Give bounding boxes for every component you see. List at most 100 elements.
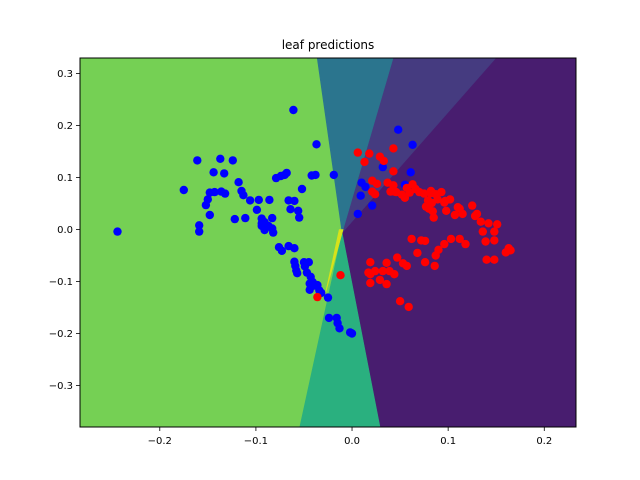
region-yellow xyxy=(325,229,344,295)
data-point xyxy=(461,239,470,249)
y-axis: −0.3 −0.2 −0.1 0.0 0.1 0.2 0.3 xyxy=(49,69,80,392)
data-point xyxy=(393,253,402,262)
x-axis: −0.2 −0.1 0.0 0.1 0.2 xyxy=(148,427,552,447)
x-tick-label: 0.2 xyxy=(536,436,552,447)
data-point xyxy=(193,156,202,165)
data-point xyxy=(458,209,467,219)
data-point xyxy=(385,266,394,276)
data-point xyxy=(297,184,307,194)
data-point xyxy=(335,324,344,333)
data-point xyxy=(476,217,485,226)
data-point xyxy=(431,251,440,260)
data-point xyxy=(366,270,375,279)
data-point xyxy=(442,206,451,215)
data-point xyxy=(365,149,374,158)
series-0 xyxy=(113,105,417,338)
data-point xyxy=(210,187,219,197)
data-point xyxy=(378,266,387,276)
data-point xyxy=(311,170,320,180)
data-point xyxy=(304,258,313,267)
data-point xyxy=(446,234,456,244)
data-point xyxy=(245,196,255,205)
data-point xyxy=(372,179,382,188)
data-point xyxy=(437,187,446,197)
data-point xyxy=(195,227,204,236)
data-point xyxy=(195,221,204,230)
data-point xyxy=(324,313,334,323)
y-tick-label: 0.0 xyxy=(57,225,73,236)
data-point xyxy=(353,148,362,157)
x-tick-label: 0.0 xyxy=(344,436,360,447)
y-tick-label: 0.1 xyxy=(57,173,73,184)
y-tick-label: −0.1 xyxy=(49,277,73,288)
data-point xyxy=(419,189,429,198)
data-point xyxy=(455,234,464,244)
data-point xyxy=(216,154,225,163)
data-point xyxy=(368,201,377,210)
data-point xyxy=(429,213,438,222)
data-point xyxy=(234,178,243,187)
data-point xyxy=(430,261,439,271)
x-tick-label: −0.1 xyxy=(244,436,268,447)
data-point xyxy=(378,162,387,172)
data-point xyxy=(336,271,345,280)
data-point xyxy=(468,201,477,210)
region-light-green xyxy=(80,58,343,427)
data-point xyxy=(445,195,455,204)
data-point xyxy=(252,205,262,214)
data-point xyxy=(482,255,491,264)
data-point xyxy=(360,157,369,167)
data-point xyxy=(408,140,417,149)
data-point xyxy=(428,207,437,216)
data-point xyxy=(230,214,239,224)
data-point xyxy=(450,210,460,220)
data-point xyxy=(289,105,298,115)
data-point xyxy=(295,213,304,222)
data-point xyxy=(407,234,416,244)
data-point xyxy=(282,168,291,178)
data-point xyxy=(268,213,277,223)
data-point xyxy=(440,239,449,249)
data-point xyxy=(370,190,380,199)
series-1 xyxy=(313,144,515,312)
data-point xyxy=(265,195,274,205)
data-point xyxy=(269,228,278,237)
data-point xyxy=(220,189,230,198)
data-point xyxy=(290,244,299,253)
data-points xyxy=(113,105,515,338)
data-point xyxy=(293,269,302,278)
data-point xyxy=(220,169,229,178)
y-tick-label: −0.2 xyxy=(49,329,73,340)
data-point xyxy=(504,244,513,253)
x-tick-label: −0.2 xyxy=(148,436,172,447)
y-tick-label: −0.3 xyxy=(49,381,73,392)
data-point xyxy=(398,259,408,268)
data-point xyxy=(294,206,303,215)
decision-regions xyxy=(80,58,576,427)
data-point xyxy=(239,191,248,200)
data-point xyxy=(389,144,398,153)
data-point xyxy=(179,185,188,195)
data-point xyxy=(379,156,388,166)
data-point xyxy=(254,195,263,205)
region-teal-blue xyxy=(316,58,394,233)
data-point xyxy=(389,181,398,190)
data-point xyxy=(209,168,218,177)
data-point xyxy=(472,209,482,219)
data-point xyxy=(113,227,122,236)
data-point xyxy=(395,297,405,306)
data-point xyxy=(203,195,212,204)
data-point xyxy=(490,227,499,236)
data-point xyxy=(347,329,357,338)
data-point xyxy=(366,278,375,288)
data-point xyxy=(420,258,430,267)
y-tick-label: 0.3 xyxy=(57,69,73,80)
data-point xyxy=(394,125,403,134)
data-point xyxy=(478,227,487,236)
data-point xyxy=(313,292,322,302)
data-point xyxy=(329,170,338,180)
data-point xyxy=(404,302,413,312)
data-point xyxy=(241,213,250,223)
data-point xyxy=(290,196,299,206)
